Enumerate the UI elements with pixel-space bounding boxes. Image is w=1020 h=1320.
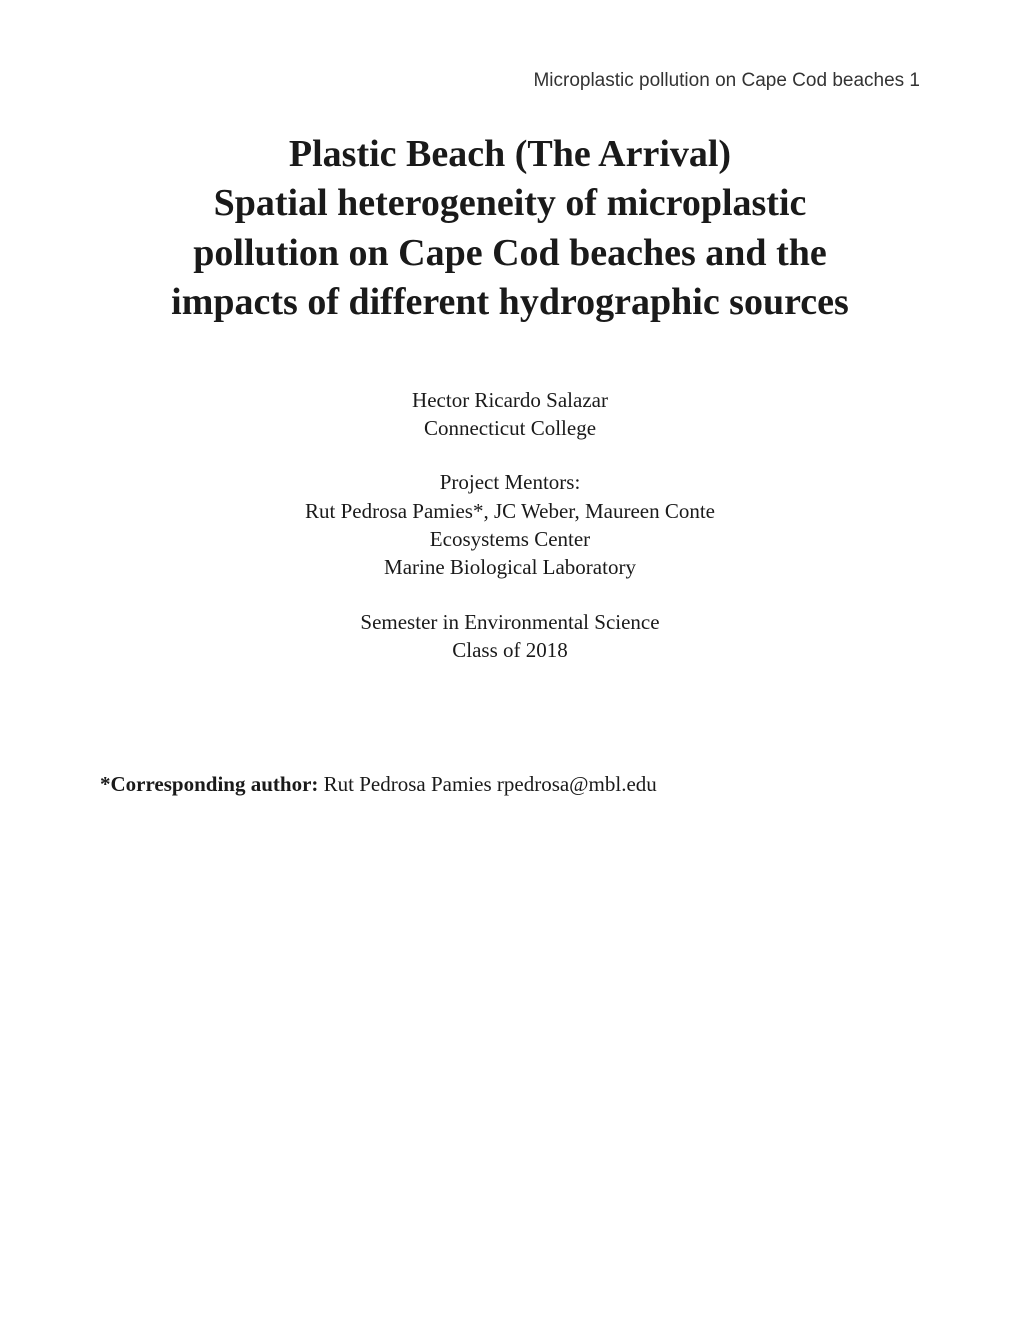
mentors-names: Rut Pedrosa Pamies*, JC Weber, Maureen C… (100, 497, 920, 525)
author-name: Hector Ricardo Salazar (100, 386, 920, 414)
program-group: Semester in Environmental Science Class … (100, 608, 920, 665)
corresponding-label: *Corresponding author: (100, 772, 324, 796)
title-line-4: impacts of different hydrographic source… (100, 278, 920, 327)
mentors-center: Ecosystems Center (100, 525, 920, 553)
title-block: Plastic Beach (The Arrival) Spatial hete… (100, 130, 920, 328)
author-group: Hector Ricardo Salazar Connecticut Colle… (100, 386, 920, 443)
mentors-lab: Marine Biological Laboratory (100, 553, 920, 581)
program-name: Semester in Environmental Science (100, 608, 920, 636)
mentors-label: Project Mentors: (100, 468, 920, 496)
author-affiliation: Connecticut College (100, 414, 920, 442)
title-line-2: Spatial heterogeneity of microplastic (100, 179, 920, 228)
program-class: Class of 2018 (100, 636, 920, 664)
corresponding-author: *Corresponding author: Rut Pedrosa Pamie… (100, 772, 920, 797)
title-line-1: Plastic Beach (The Arrival) (100, 130, 920, 179)
running-header: Microplastic pollution on Cape Cod beach… (100, 70, 920, 92)
title-line-3: pollution on Cape Cod beaches and the (100, 229, 920, 278)
corresponding-text: Rut Pedrosa Pamies rpedrosa@mbl.edu (324, 772, 657, 796)
mentors-group: Project Mentors: Rut Pedrosa Pamies*, JC… (100, 468, 920, 581)
meta-block: Hector Ricardo Salazar Connecticut Colle… (100, 386, 920, 665)
